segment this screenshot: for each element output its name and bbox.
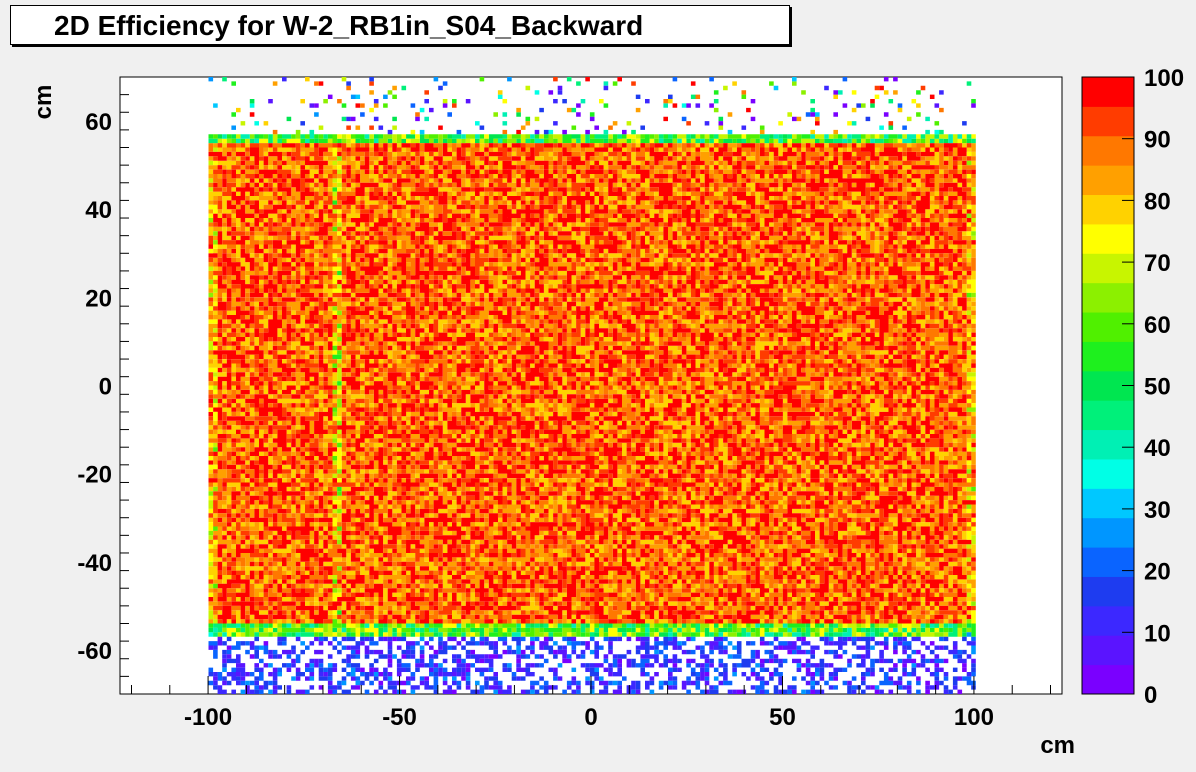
colorbar-tick-label: 40 xyxy=(1144,435,1171,462)
colorbar-swatch xyxy=(1082,312,1134,342)
colorbar-tick-label: 70 xyxy=(1144,250,1171,277)
colorbar-swatch xyxy=(1082,223,1134,254)
colorbar-swatch xyxy=(1082,194,1134,225)
heatmap-cells xyxy=(208,81,976,624)
heatmap-cells xyxy=(208,81,976,624)
colorbar-swatch xyxy=(1082,635,1134,666)
colorbar-swatch xyxy=(1082,282,1134,313)
colorbar-swatch xyxy=(1082,400,1134,431)
x-axis-title: cm xyxy=(1040,732,1075,759)
colorbar-swatch xyxy=(1082,664,1134,695)
heatmap-cells xyxy=(208,77,976,624)
colorbar-swatch xyxy=(1082,547,1134,577)
colorbar-swatch xyxy=(1082,106,1134,137)
colorbar-swatch xyxy=(1082,253,1134,284)
heatmap-cells xyxy=(208,77,976,624)
colorbar-tick-label: 60 xyxy=(1144,312,1171,339)
y-tick-label: 60 xyxy=(85,109,112,136)
colorbar-swatch xyxy=(1082,458,1134,489)
colorbar-swatch xyxy=(1082,605,1134,636)
axes-layer: -100 -50 0 50 100 60 40 20 0 -20 -40 -60 xyxy=(77,76,1052,731)
heatmap-cells xyxy=(213,81,963,637)
colorbar-swatch xyxy=(1082,576,1134,607)
y-tick-label: 20 xyxy=(85,285,112,312)
x-tick-label: -100 xyxy=(184,704,232,731)
colorbar-swatch xyxy=(1082,341,1134,372)
colorbar-swatch xyxy=(1082,488,1134,519)
heatmap-layer xyxy=(208,77,976,695)
y-axis-title: cm xyxy=(30,85,57,120)
colorbar-swatch xyxy=(1082,165,1134,196)
chart-title: 2D Efficiency for W-2_RB1in_S04_Backward xyxy=(10,5,790,45)
y-tick-label: -60 xyxy=(77,638,112,665)
y-tick-label: 40 xyxy=(85,197,112,224)
x-tick-label: 0 xyxy=(584,704,597,731)
colorbar-swatch xyxy=(1082,135,1134,166)
colorbar-swatch xyxy=(1082,429,1134,460)
colorbar-swatch xyxy=(1082,77,1134,107)
y-tick-label: -40 xyxy=(77,550,112,577)
colorbar-tick-label: 20 xyxy=(1144,559,1171,586)
colorbar-tick-label: 100 xyxy=(1144,65,1184,92)
colorbar-tick-label: 50 xyxy=(1144,374,1171,401)
y-tick-label: -20 xyxy=(77,462,112,489)
x-tick-label: 50 xyxy=(769,704,796,731)
colorbar-tick-label: 0 xyxy=(1144,682,1157,709)
colorbar-tick-label: 90 xyxy=(1144,127,1171,154)
colorbar-tick-label: 10 xyxy=(1144,620,1171,647)
colorbar-swatch xyxy=(1082,517,1134,548)
heatmap-cells xyxy=(208,77,976,624)
y-tick-label: 0 xyxy=(99,374,112,401)
colorbar-tick-label: 30 xyxy=(1144,497,1171,524)
x-tick-label: -50 xyxy=(382,704,417,731)
colorbar-tick-label: 80 xyxy=(1144,188,1171,215)
x-tick-label: 100 xyxy=(954,704,994,731)
